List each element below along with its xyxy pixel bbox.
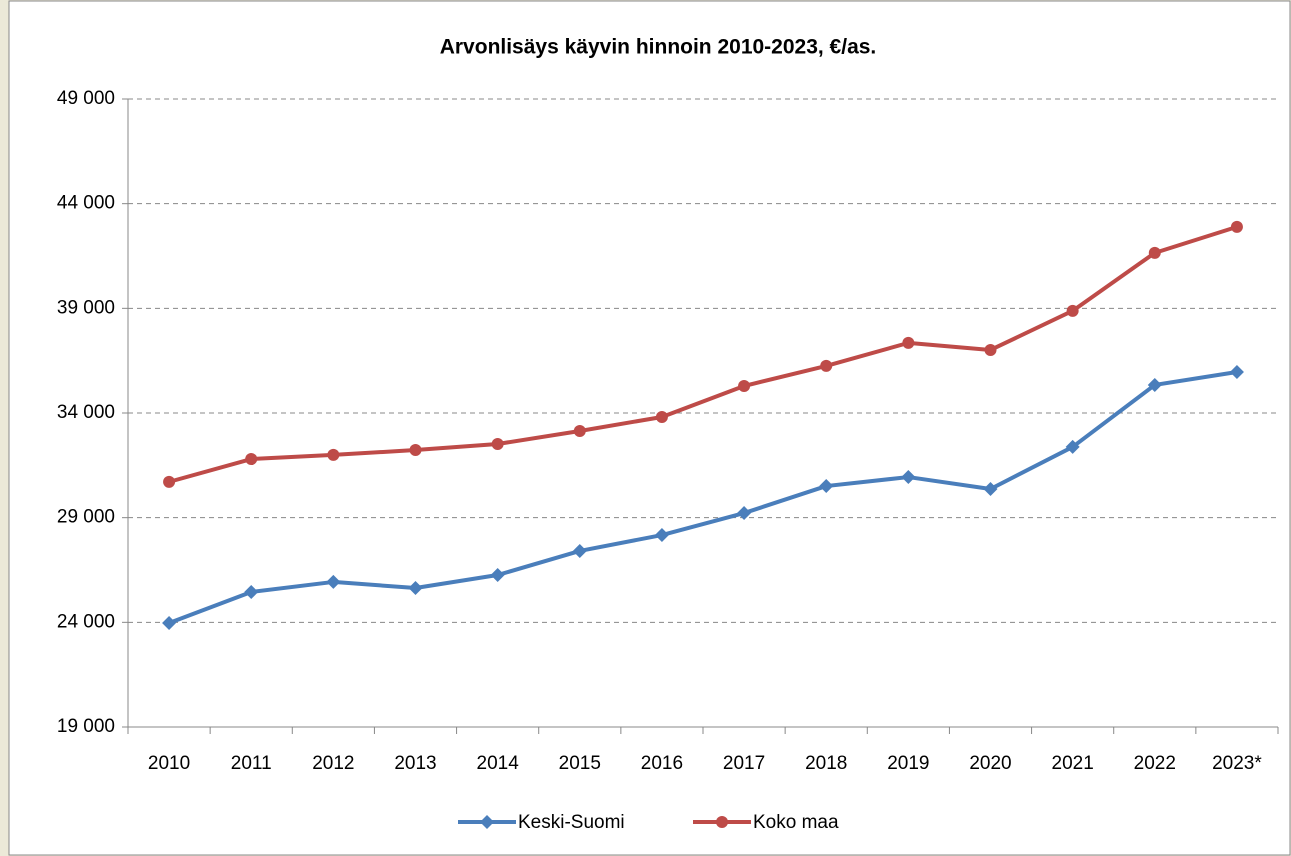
legend-marker <box>716 816 728 828</box>
marker <box>984 343 997 356</box>
marker <box>572 543 587 558</box>
y-tick-label: 49 000 <box>57 88 115 109</box>
marker <box>1147 377 1162 392</box>
marker <box>573 425 586 438</box>
marker <box>490 568 505 583</box>
x-tick-label: 2020 <box>969 753 1011 774</box>
x-tick-label: 2016 <box>641 753 683 774</box>
marker <box>1065 439 1080 454</box>
x-tick-label: 2013 <box>394 753 436 774</box>
x-tick-label: 2010 <box>148 753 190 774</box>
marker <box>655 410 668 423</box>
chart-frame <box>8 0 1291 856</box>
y-tick-label: 34 000 <box>57 402 115 423</box>
x-tick-label: 2023* <box>1212 753 1262 774</box>
x-tick-label: 2015 <box>559 753 601 774</box>
marker <box>654 528 669 543</box>
marker <box>819 479 834 494</box>
legend-label: Keski-Suomi <box>518 812 625 833</box>
y-tick-label: 39 000 <box>57 297 115 318</box>
x-tick-label: 2018 <box>805 753 847 774</box>
marker <box>408 581 423 596</box>
x-tick-label: 2019 <box>887 753 929 774</box>
y-tick-label: 29 000 <box>57 507 115 528</box>
x-tick-label: 2014 <box>477 753 520 774</box>
marker <box>409 444 422 457</box>
marker <box>1230 220 1243 233</box>
x-tick-label: 2021 <box>1052 753 1094 774</box>
marker <box>820 359 833 372</box>
marker <box>902 336 915 349</box>
y-tick-label: 19 000 <box>57 716 115 737</box>
marker <box>1148 246 1161 259</box>
marker <box>162 615 177 630</box>
marker <box>327 448 340 461</box>
marker <box>491 437 504 450</box>
chart-title: Arvonlisäys käyvin hinnoin 2010-2023, €/… <box>440 36 877 59</box>
marker <box>1066 304 1079 317</box>
legend-label: Koko maa <box>753 812 839 833</box>
marker <box>983 481 998 496</box>
legend-marker <box>480 815 494 829</box>
marker <box>326 574 341 589</box>
series-line <box>168 369 1238 625</box>
marker <box>737 506 752 521</box>
marker <box>244 584 259 599</box>
marker <box>245 453 258 466</box>
x-tick-label: 2012 <box>312 753 354 774</box>
x-tick-label: 2017 <box>723 753 765 774</box>
y-tick-label: 24 000 <box>57 611 115 632</box>
marker <box>738 379 751 392</box>
marker <box>1229 364 1244 379</box>
marker <box>163 475 176 488</box>
marker <box>901 470 916 485</box>
y-tick-label: 44 000 <box>57 193 115 214</box>
x-tick-label: 2011 <box>231 753 272 774</box>
x-tick-label: 2022 <box>1134 753 1176 774</box>
series-line <box>168 224 1238 484</box>
